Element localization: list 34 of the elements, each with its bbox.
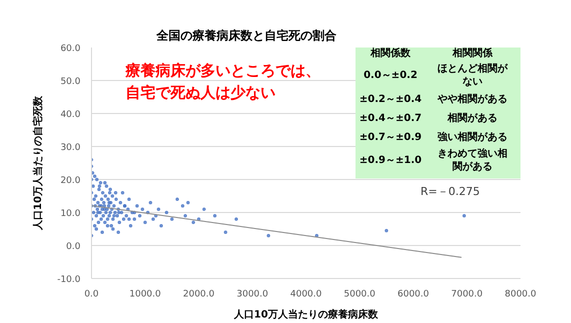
x-tick-label: 8000.0 [504,290,537,300]
annotation: ほとんど相関がない [438,62,508,88]
annotation: 相関係数 [370,47,412,59]
y-tick-label: 0.0 [66,242,81,252]
annotation: 0.0～±0.2 [364,70,418,81]
x-axis-title: 人口10万人当たりの療養病床数 [233,308,379,320]
y-tick-label: 10.0 [60,209,81,219]
annotation: きわめて強い相関がある [438,147,508,173]
y-tick-label: 50.0 [60,77,81,87]
annotation: ±0.2～±0.4 [359,94,422,105]
x-tick-label: 7000.0 [451,290,483,300]
y-tick-label: 60.0 [60,44,81,54]
y-axis-title: 人口10万人当たりの自宅死数 [32,95,44,231]
y-tick-label: 30.0 [60,143,81,153]
x-tick-label: 0.0 [84,290,99,300]
annotation: ±0.4～±0.7 [359,113,422,124]
y-tick-label: 40.0 [60,110,81,120]
annotation: R=－0.275 [420,185,480,198]
annotation: ±0.7～±0.9 [359,132,422,143]
x-tick-label: 5000.0 [344,290,376,300]
annotation: 療養病床が多いところでは、自宅で死ぬ人は少ない [124,62,320,102]
annotation: 相関がある [446,112,498,124]
x-tick-label: 2000.0 [183,290,215,300]
annotation: やや相関がある [436,93,508,105]
x-tick-label: 3000.0 [236,290,268,300]
y-tick-label: -10.0 [57,275,81,285]
annotation: 相関関係 [452,47,494,59]
x-tick-label: 1000.0 [129,290,162,300]
annotation: ±0.9～±1.0 [359,155,422,166]
x-tick-label: 4000.0 [290,290,322,300]
chart-title: 全国の療養病床数と自宅死の割合 [156,28,338,42]
x-tick-label: 6000.0 [398,290,430,300]
y-tick-label: 20.0 [60,176,81,186]
annotation: 強い相関がある [438,131,508,143]
